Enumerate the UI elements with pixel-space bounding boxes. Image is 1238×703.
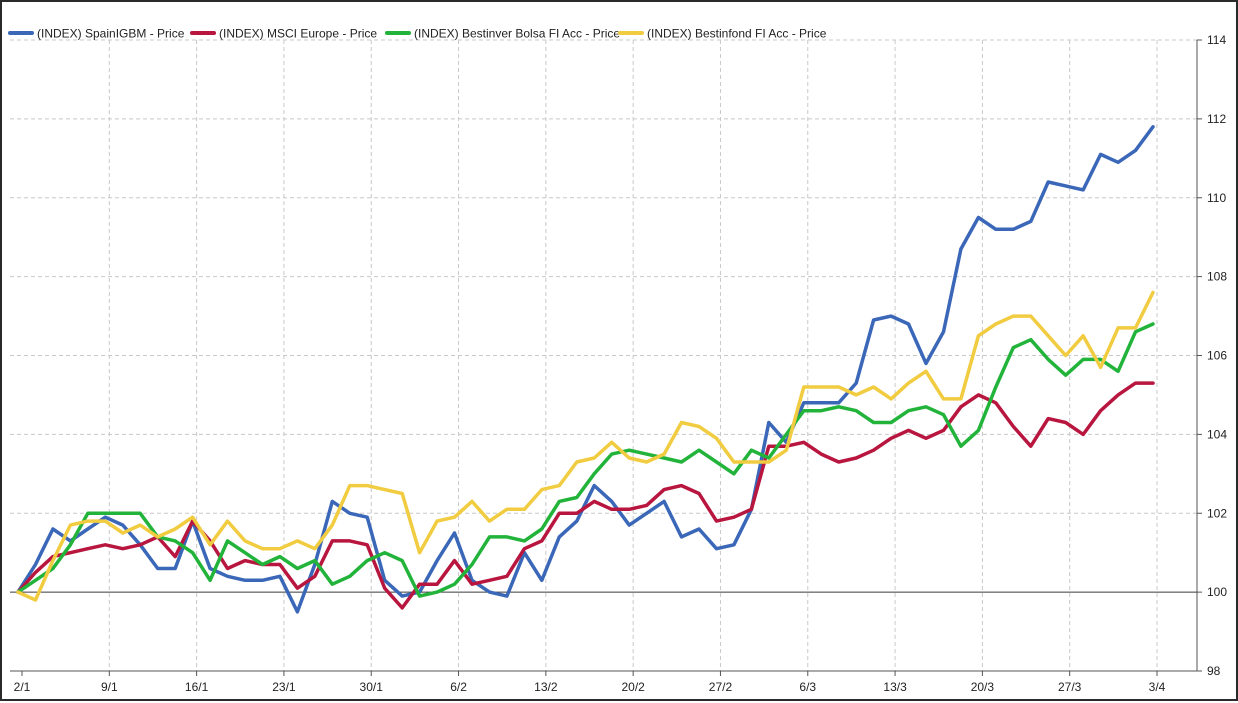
x-tick-label: 13/3 (883, 680, 907, 694)
legend: (INDEX) SpainIGBM - Price (INDEX) MSCI Eu… (8, 27, 827, 41)
x-tick-label: 2/1 (14, 680, 31, 694)
axes: 98 100 102 104 106 108 110 112 114 2/1 9/1 16/1 23/1… (10, 33, 1227, 694)
x-tick-label: 16/1 (185, 680, 209, 694)
legend-label: (INDEX) MSCI Europe - Price (219, 27, 377, 41)
x-tick-label: 3/4 (1149, 680, 1166, 694)
series-line-4 (16, 290, 1155, 602)
x-tick-label: 20/2 (621, 680, 645, 694)
y-tick-label: 106 (1207, 349, 1227, 363)
x-tick-label: 30/1 (360, 680, 384, 694)
x-tick-label: 9/1 (101, 680, 118, 694)
y-tick-label: 98 (1207, 664, 1221, 678)
series-lines (16, 125, 1155, 614)
x-tick-label: 6/2 (450, 680, 467, 694)
x-tick-label: 13/2 (534, 680, 558, 694)
legend-label: (INDEX) SpainIGBM - Price (37, 27, 185, 41)
x-tick-label: 27/3 (1058, 680, 1082, 694)
legend-label: (INDEX) Bestinfond FI Acc - Price (647, 27, 827, 41)
x-tick-label: 27/2 (709, 680, 733, 694)
y-tick-label: 114 (1207, 33, 1226, 47)
y-tick-label: 104 (1207, 427, 1227, 441)
y-tick-label: 110 (1207, 191, 1226, 205)
x-tick-label: 23/1 (272, 680, 296, 694)
y-tick-label: 100 (1207, 585, 1227, 599)
series-line-3 (16, 322, 1155, 598)
y-tick-label: 108 (1207, 270, 1227, 284)
y-tick-label: 102 (1207, 506, 1227, 520)
legend-label: (INDEX) Bestinver Bolsa FI Acc - Price (414, 27, 620, 41)
grid (10, 39, 1197, 672)
x-tick-label: 20/3 (971, 680, 995, 694)
series-line-1 (16, 125, 1155, 614)
x-tick-label: 6/3 (799, 680, 816, 694)
y-tick-label: 112 (1207, 112, 1226, 126)
